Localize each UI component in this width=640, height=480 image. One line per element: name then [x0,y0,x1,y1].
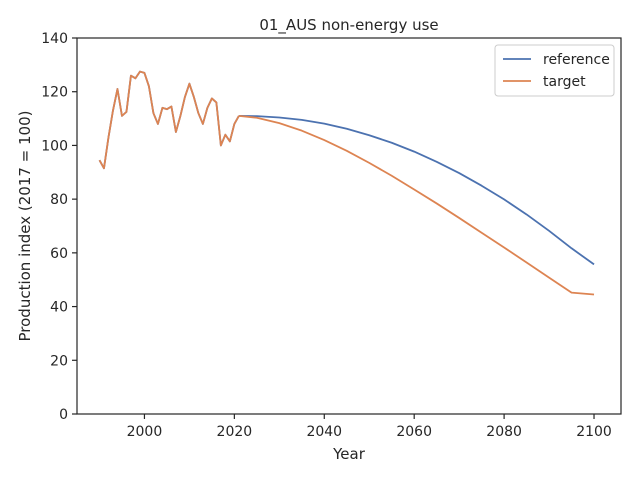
x-tick-label: 2060 [396,424,432,440]
x-tick-label: 2080 [486,424,522,440]
y-tick-label: 60 [50,246,68,262]
plot-area: 2000 2020 2040 2060 2080 21000204060801001201… [41,31,622,440]
y-tick-label: 100 [41,138,68,154]
target-series-line [238,114,595,296]
chart-title: 01_AUS non-energy use [259,16,438,35]
y-tick-label: 40 [50,300,68,316]
legend-box [494,44,615,97]
x-axis-label: Year [332,445,366,463]
legend-label-target: target [543,74,586,90]
legend-label-reference: reference [543,52,610,68]
x-tick-label: 2000 [127,424,163,440]
y-tick-label: 20 [50,353,68,369]
y-axis-label: Production index (2017 = 100) [16,111,34,342]
x-tick-label: 2040 [306,424,342,440]
target-history-line [98,70,240,170]
reference-series-line [238,114,595,266]
axes-frame [76,37,622,415]
x-tick-label: 2020 [217,424,253,440]
y-tick-label: 140 [41,31,68,47]
y-tick-label: 80 [50,192,68,208]
y-tick-label: 0 [59,407,68,423]
x-tick-label: 2100 [576,424,612,440]
y-tick-label: 120 [41,85,68,101]
